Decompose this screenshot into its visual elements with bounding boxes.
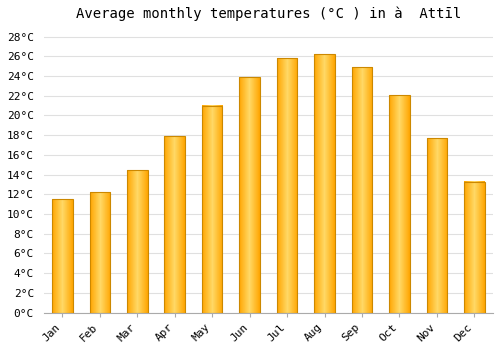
Bar	[52, 199, 72, 313]
Bar	[202, 106, 222, 313]
Bar	[240, 77, 260, 313]
Bar	[389, 95, 409, 313]
Bar	[277, 58, 297, 313]
Bar	[127, 170, 148, 313]
Bar	[352, 67, 372, 313]
Bar	[164, 136, 185, 313]
Bar	[314, 54, 335, 313]
Title: Average monthly temperatures (°C ) in à  Attīl: Average monthly temperatures (°C ) in à …	[76, 7, 461, 21]
Bar	[426, 138, 447, 313]
Bar	[464, 182, 484, 313]
Bar	[90, 193, 110, 313]
